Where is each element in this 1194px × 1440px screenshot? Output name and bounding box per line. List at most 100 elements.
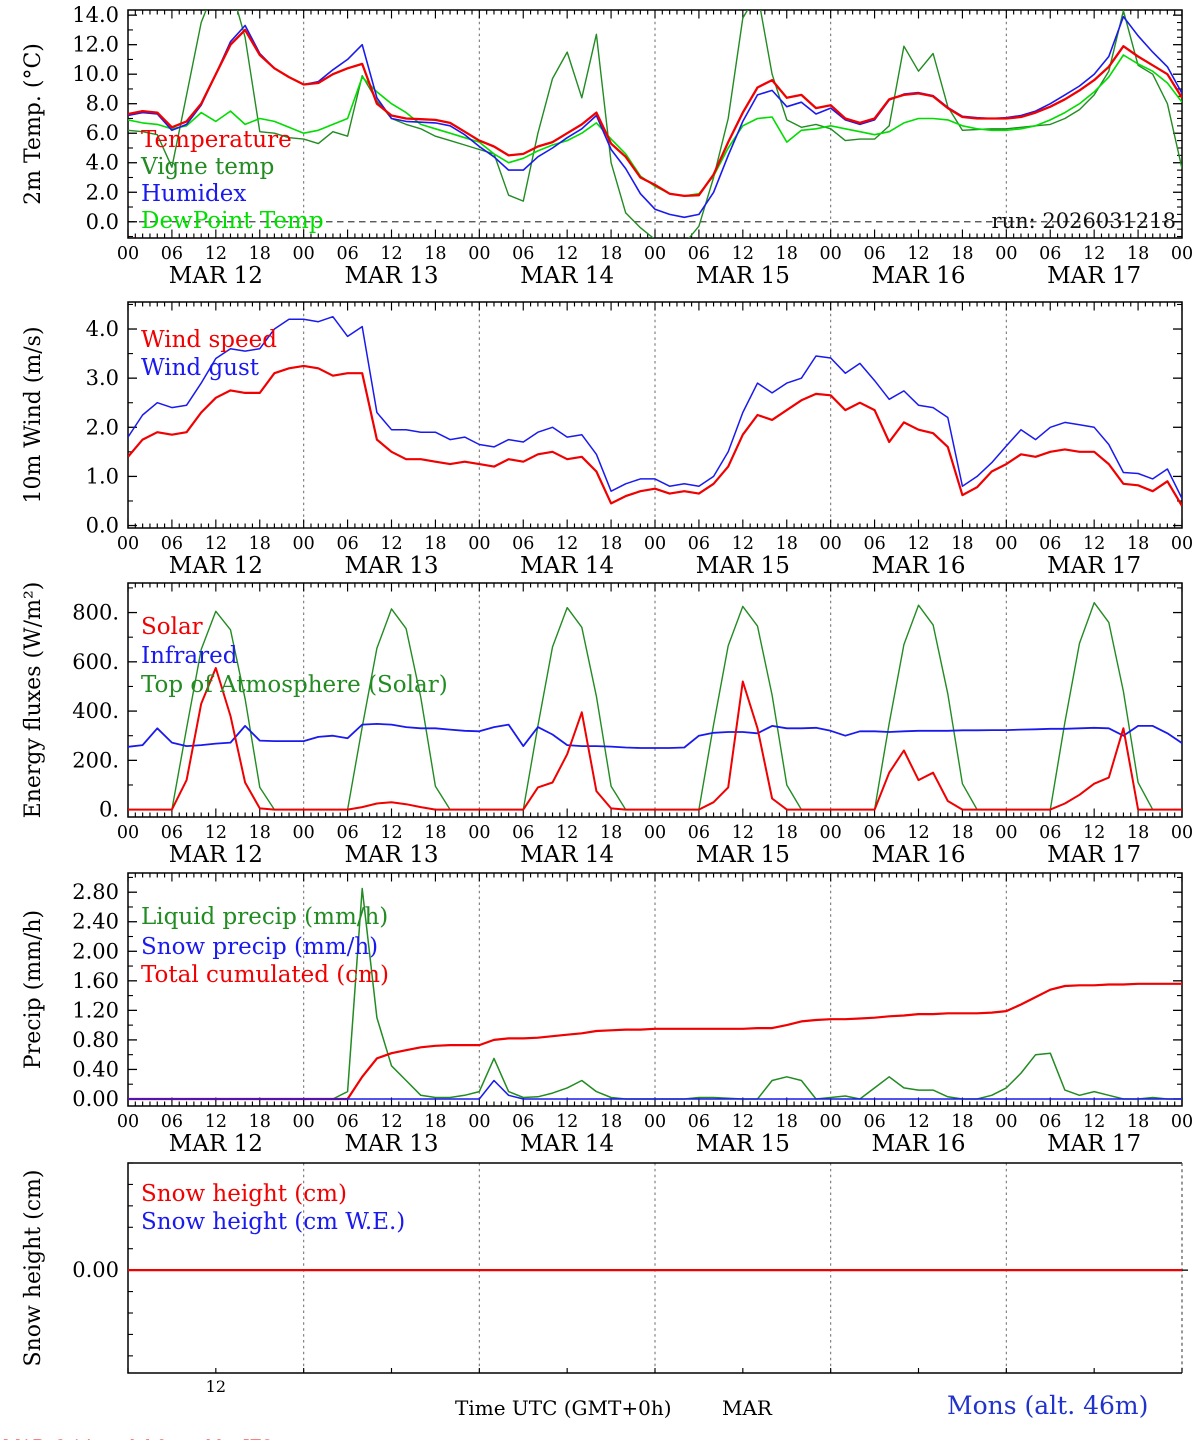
model-credit-line1: MARv3.14 model forced by IFS xyxy=(3,1436,372,1440)
x-tick-label: 18 xyxy=(1127,534,1149,554)
y-tick-label: 1.60 xyxy=(72,969,119,993)
y-tick-label: 6.0 xyxy=(86,121,119,145)
x-tick-label: 00 xyxy=(293,823,315,843)
series-snow-precip-mm-h- xyxy=(128,1079,1182,1100)
legend-label: Top of Atmosphere (Solar) xyxy=(141,672,448,698)
x-tick-label: 06 xyxy=(688,534,710,554)
y-tick-label: 800. xyxy=(72,601,119,625)
series-wind-gust xyxy=(128,315,1182,499)
x-tick-label: 00 xyxy=(293,534,315,554)
y-tick-label: 0.00 xyxy=(72,1087,119,1111)
model-credit: MARv3.14 model forced by IFS (c) Lab. of… xyxy=(3,1390,372,1440)
x-tick-label: 12 xyxy=(556,244,578,264)
x-tick-label: 00 xyxy=(644,1112,666,1132)
day-label: MAR 16 xyxy=(871,263,965,289)
y-tick-label: 4.0 xyxy=(86,151,119,175)
legend-label: Total cumulated (cm) xyxy=(141,962,389,988)
x-tick-label: 12 xyxy=(732,823,754,843)
x-tick-label: 12 xyxy=(205,823,227,843)
x-tick-label: 18 xyxy=(600,244,622,264)
x-tick-label: 18 xyxy=(1127,244,1149,264)
x-tick-label: 00 xyxy=(117,244,139,264)
x-tick-label: 00 xyxy=(293,1112,315,1132)
y-tick-label: 0.80 xyxy=(72,1028,119,1052)
y-tick-label: 0.0 xyxy=(86,210,119,234)
day-label: MAR 15 xyxy=(696,263,790,289)
x-tick-label: 06 xyxy=(1039,823,1061,843)
x-tick-label: 06 xyxy=(863,1112,885,1132)
x-tick-label: 18 xyxy=(249,534,271,554)
x-tick-label: 06 xyxy=(688,1112,710,1132)
x-tick-label: 18 xyxy=(424,1112,446,1132)
x-tick-label: 18 xyxy=(1127,1112,1149,1132)
x-tick-label: 06 xyxy=(512,823,534,843)
day-label: MAR 15 xyxy=(696,1131,790,1157)
x-tick-label: 12 xyxy=(380,244,402,264)
x-tick-label: 18 xyxy=(424,244,446,264)
legend-label: Humidex xyxy=(141,181,246,207)
y-tick-label: 0.40 xyxy=(72,1057,119,1081)
y-tick-label: 400. xyxy=(72,699,119,723)
y-tick-label: 2.00 xyxy=(72,939,119,963)
x-axis-title: Time UTC (GMT+0h) xyxy=(455,1396,672,1420)
y-tick-label: 0.00 xyxy=(72,1258,119,1282)
x-tick-label: 00 xyxy=(820,1112,842,1132)
legend-label: Snow height (cm) xyxy=(141,1181,347,1207)
y-tick-label: 200. xyxy=(72,748,119,772)
day-label: MAR 12 xyxy=(169,263,263,289)
y-tick-label: 3.0 xyxy=(86,366,119,390)
day-label: MAR 13 xyxy=(344,263,438,289)
x-tick-label: 00 xyxy=(995,823,1017,843)
day-label: MAR 13 xyxy=(344,842,438,868)
x-axis-month-label: MAR xyxy=(722,1396,772,1420)
x-tick-label: 06 xyxy=(512,1112,534,1132)
x-tick-label: 00 xyxy=(1171,244,1193,264)
day-label: MAR 17 xyxy=(1047,842,1141,868)
x-tick-label: 00 xyxy=(1171,534,1193,554)
panel-0: 00 06 12 18 00 06 12 18 00 06 12 18 00 06 12 18 00 06 12 18… xyxy=(21,3,1193,289)
series-temperature xyxy=(128,28,1182,198)
run-label: run: 2026031218 xyxy=(992,209,1176,233)
x-tick-label: 00 xyxy=(995,244,1017,264)
x-tick-label: 12 xyxy=(556,823,578,843)
x-tick-label: 12 xyxy=(205,534,227,554)
panel-3: 00 06 12 18 00 06 12 18 00 06 12 18 00 06 12 18 00 06 12 18… xyxy=(21,872,1193,1157)
x-tick-label: 18 xyxy=(600,823,622,843)
legend-label: Snow height (cm W.E.) xyxy=(141,1209,405,1235)
y-tick-label: 2.40 xyxy=(72,910,119,934)
x-tick-label: 06 xyxy=(863,823,885,843)
x-tick-label: 12 xyxy=(380,823,402,843)
x-tick-label: 00 xyxy=(117,1112,139,1132)
y-tick-label: 600. xyxy=(72,650,119,674)
x-tick-label: 12 xyxy=(907,244,929,264)
x-tick-label: 12 xyxy=(907,534,929,554)
x-tick-label: 18 xyxy=(424,823,446,843)
day-label: MAR 14 xyxy=(520,1131,614,1157)
x-tick-label: 12 xyxy=(380,1112,402,1132)
series-dewpoint-temp xyxy=(128,54,1182,197)
day-label: MAR 15 xyxy=(696,842,790,868)
x-tick-label: 12 xyxy=(732,1112,754,1132)
x-tick-label: 06 xyxy=(336,534,358,554)
x-tick-label: 00 xyxy=(468,534,490,554)
x-tick-label: 12 xyxy=(732,244,754,264)
legend-label: Liquid precip (mm/h) xyxy=(141,904,388,930)
y-tick-label: 12.0 xyxy=(72,33,119,57)
x-tick-label: 06 xyxy=(863,534,885,554)
x-tick-label: 18 xyxy=(600,1112,622,1132)
x-tick-label: 06 xyxy=(688,823,710,843)
day-label: MAR 14 xyxy=(520,842,614,868)
day-label: MAR 13 xyxy=(344,1131,438,1157)
day-label: MAR 14 xyxy=(520,263,614,289)
x-tick-label: 12 xyxy=(380,534,402,554)
legend-label: DewPoint Temp xyxy=(141,208,324,234)
y-tick-label: 2.0 xyxy=(86,180,119,204)
x-tick-label: 06 xyxy=(1039,244,1061,264)
x-tick-label: 06 xyxy=(161,244,183,264)
panel-2: 00 06 12 18 00 06 12 18 00 06 12 18 00 06 12 18 00 06 12 18… xyxy=(21,582,1193,868)
x-tick-label: 12 xyxy=(205,244,227,264)
x-tick-label: 00 xyxy=(468,244,490,264)
legend-label: Snow precip (mm/h) xyxy=(141,934,378,960)
day-label: MAR 12 xyxy=(169,553,263,579)
